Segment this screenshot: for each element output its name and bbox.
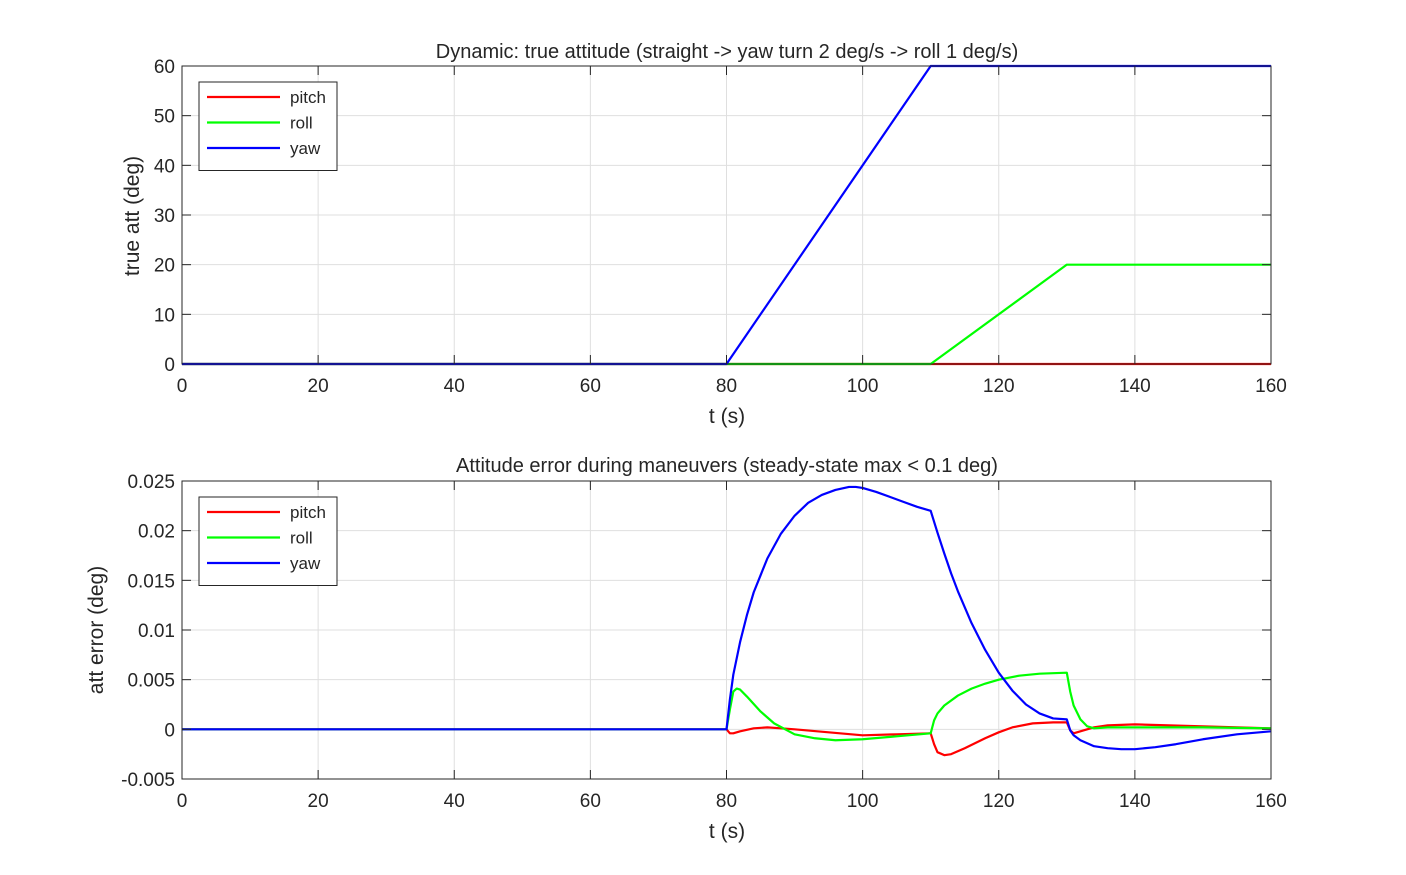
x-tick-label: 160	[1255, 376, 1287, 397]
x-axis-label: t (s)	[709, 820, 745, 843]
x-tick-label: 100	[847, 791, 879, 812]
y-tick-label: 0.01	[138, 621, 175, 642]
x-tick-label: 160	[1255, 791, 1287, 812]
y-axis-label: att error (deg)	[85, 566, 108, 694]
x-tick-label: 20	[308, 791, 329, 812]
x-tick-label: 60	[580, 376, 601, 397]
x-axis-label: t (s)	[709, 405, 745, 428]
chart-title: Dynamic: true attitude (straight -> yaw …	[436, 41, 1018, 63]
series-line-roll	[182, 671, 1272, 742]
chart-true-attitude: 0 20 40 60 80 100 120 140 160 0 10 20 30 40 50 60 pitch r…	[121, 41, 1287, 428]
y-tick-label: 60	[154, 57, 175, 78]
y-tick-label: 0.025	[127, 472, 175, 493]
y-tick-label: -0.005	[121, 770, 175, 791]
x-tick-label: 40	[444, 376, 465, 397]
x-tick-label: 0	[177, 791, 188, 812]
y-tick-label: 30	[154, 206, 175, 227]
x-tick-label: 120	[983, 791, 1015, 812]
x-tick-label: 0	[177, 376, 188, 397]
y-tick-label: 0.02	[138, 522, 175, 543]
chart-title: Attitude error during maneuvers (steady-…	[456, 455, 998, 477]
legend: pitch roll yaw	[198, 496, 338, 586]
y-tick-label: 0.015	[127, 571, 175, 592]
legend-label-yaw: yaw	[290, 139, 321, 158]
y-axis-label: true att (deg)	[121, 156, 144, 276]
x-tick-label: 80	[716, 791, 737, 812]
x-tick-label: 140	[1119, 376, 1151, 397]
legend-label-yaw: yaw	[290, 554, 321, 573]
x-tick-label: 80	[716, 376, 737, 397]
series-line-pitch	[182, 721, 1272, 757]
legend-label-roll: roll	[290, 114, 313, 133]
y-tick-label: 20	[154, 256, 175, 277]
x-tick-label: 20	[308, 376, 329, 397]
plot-area: 0 20 40 60 80 100 120 140 160-0.00500.0050.010.0…	[121, 472, 1287, 812]
x-tick-label: 140	[1119, 791, 1151, 812]
x-tick-label: 120	[983, 376, 1015, 397]
y-tick-label: 0.005	[127, 671, 175, 692]
y-tick-label: 0	[164, 355, 175, 376]
y-tick-label: 10	[154, 305, 175, 326]
chart-attitude-error: 0 20 40 60 80 100 120 140 160-0.00500.0050.010.0…	[85, 455, 1287, 843]
series-line-yaw	[182, 485, 1272, 751]
y-tick-label: 50	[154, 107, 175, 128]
x-tick-label: 60	[580, 791, 601, 812]
legend-label-pitch: pitch	[290, 88, 326, 107]
x-tick-label: 40	[444, 791, 465, 812]
y-tick-label: 40	[154, 156, 175, 177]
legend-label-roll: roll	[290, 529, 313, 548]
legend: pitch roll yaw	[198, 81, 338, 171]
legend-label-pitch: pitch	[290, 503, 326, 522]
x-tick-label: 100	[847, 376, 879, 397]
y-tick-label: 0	[164, 720, 175, 741]
plot-area: 0 20 40 60 80 100 120 140 160 0 10 20 30 40 50 60 pitch r…	[154, 57, 1287, 397]
